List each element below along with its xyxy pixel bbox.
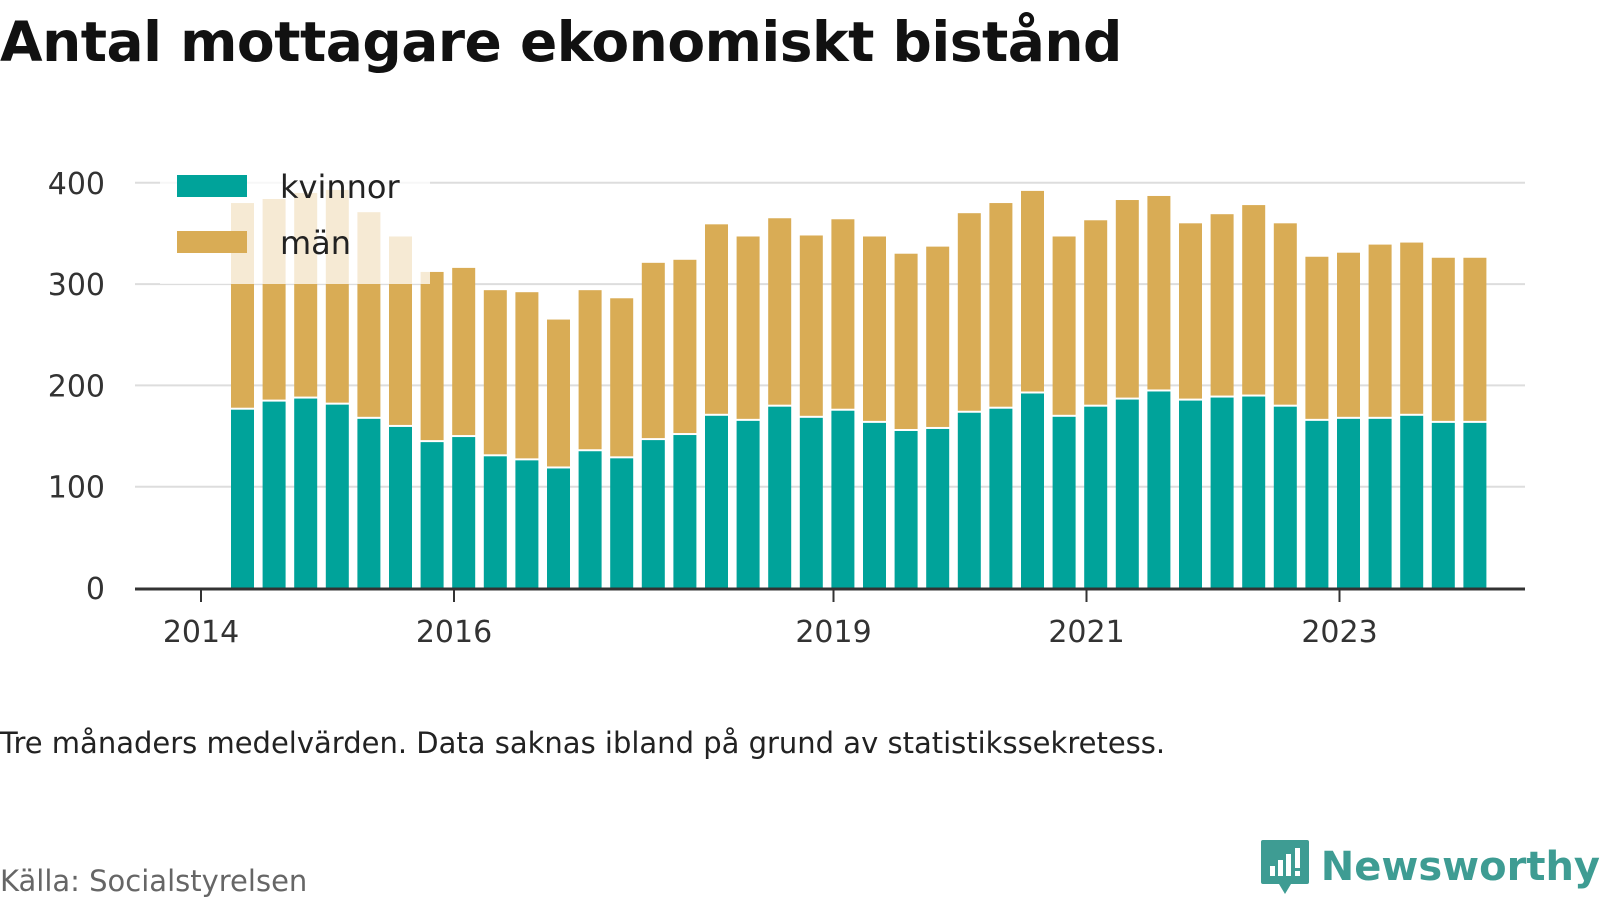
chart-note: Tre månaders medelvärden. Data saknas ib… <box>0 726 1166 760</box>
bar-chart: kvinnor män 0 100 200 300 400 2014 2016 2019 2021… <box>48 167 1525 650</box>
bar-man-2020-04 <box>957 213 981 411</box>
bar-man-2017-10 <box>641 262 665 439</box>
bar-kvinnor-2023-01 <box>1305 420 1329 588</box>
y-tick-label-200: 200 <box>48 369 105 404</box>
bar-kvinnor-2015-07 <box>357 418 381 588</box>
bar-man-2017-01 <box>547 319 570 467</box>
bar-kvinnor-2023-10 <box>1400 415 1424 588</box>
bar-kvinnor-2015-01 <box>294 398 318 588</box>
bar-man-2020-01 <box>926 246 950 427</box>
bar-kvinnor-2020-01 <box>926 428 950 588</box>
bar-kvinnor-2024-04 <box>1463 422 1487 588</box>
bar-man-2020-07 <box>989 203 1013 407</box>
bar-kvinnor-2023-07 <box>1368 418 1392 588</box>
bar-kvinnor-2016-04 <box>452 437 476 588</box>
bar-man-2022-04 <box>1210 214 1234 396</box>
legend-label-man: män <box>280 224 351 262</box>
bar-kvinnor-2019-10 <box>894 430 918 588</box>
bar-man-2018-07 <box>736 236 760 419</box>
bar-man-2021-04 <box>1084 220 1108 405</box>
bar-kvinnor-2024-01 <box>1431 422 1455 588</box>
legend-swatch-kvinnor <box>177 175 247 197</box>
bar-kvinnor-2016-07 <box>483 456 507 588</box>
bar-kvinnor-2017-10 <box>641 440 665 588</box>
bar-man-2017-07 <box>610 298 634 457</box>
legend-swatch-man <box>177 231 247 253</box>
bar-man-2023-07 <box>1368 244 1392 417</box>
bar-man-2022-01 <box>1179 223 1202 399</box>
bar-kvinnor-2018-10 <box>768 406 792 588</box>
bar-man-2019-10 <box>894 253 918 429</box>
bar-kvinnor-2021-07 <box>1115 399 1139 588</box>
x-tick-label-2023: 2023 <box>1301 615 1377 650</box>
bar-kvinnor-2018-07 <box>736 420 760 588</box>
bar-man-2018-10 <box>768 218 792 405</box>
bar-kvinnor-2017-04 <box>578 451 602 588</box>
bar-man-2019-07 <box>863 236 886 421</box>
bar-man-2023-10 <box>1400 242 1424 414</box>
bar-man-2021-01 <box>1052 236 1076 415</box>
bar-kvinnor-2020-04 <box>957 412 981 588</box>
y-tick-label-0: 0 <box>86 572 105 607</box>
bar-kvinnor-2019-01 <box>799 417 823 588</box>
newsworthy-logo-icon <box>1260 840 1309 894</box>
y-tick-label-100: 100 <box>48 471 105 506</box>
bar-man-2017-04 <box>578 290 602 450</box>
source-credit: Källa: Socialstyrelsen <box>0 864 308 898</box>
bar-kvinnor-2017-07 <box>610 458 634 588</box>
y-tick-label-400: 400 <box>48 167 105 202</box>
bar-kvinnor-2014-10 <box>262 401 286 588</box>
bar-man-2016-01 <box>420 271 444 441</box>
brand-name: Newsworthy <box>1320 844 1600 890</box>
bar-man-2020-10 <box>1021 190 1044 392</box>
bar-man-2016-10 <box>515 292 539 459</box>
bar-kvinnor-2022-10 <box>1273 406 1297 588</box>
bar-man-2021-10 <box>1147 195 1171 390</box>
bar-man-2023-01 <box>1305 256 1329 419</box>
legend-label-kvinnor: kvinnor <box>280 168 401 206</box>
bar-man-2022-07 <box>1242 205 1266 395</box>
bar-kvinnor-2023-04 <box>1337 418 1360 588</box>
bar-man-2018-01 <box>673 259 697 434</box>
bar-kvinnor-2022-04 <box>1210 397 1234 588</box>
bar-kvinnor-2017-01 <box>547 468 570 588</box>
bar-kvinnor-2021-01 <box>1052 416 1076 588</box>
x-tick-label-2014: 2014 <box>163 615 239 650</box>
bar-kvinnor-2019-07 <box>863 422 886 588</box>
bar-kvinnor-2019-04 <box>831 410 855 588</box>
bar-kvinnor-2022-01 <box>1179 400 1202 588</box>
bar-man-2016-04 <box>452 267 476 436</box>
bar-man-2019-01 <box>799 235 823 416</box>
bar-kvinnor-2016-01 <box>420 442 444 588</box>
bar-man-2021-07 <box>1115 200 1139 398</box>
bar-kvinnor-2014-07 <box>231 409 254 588</box>
bar-kvinnor-2021-10 <box>1147 391 1171 588</box>
bar-kvinnor-2021-04 <box>1084 406 1108 588</box>
bar-man-2023-04 <box>1337 252 1360 417</box>
x-tick-label-2021: 2021 <box>1048 615 1124 650</box>
y-tick-label-300: 300 <box>48 268 105 303</box>
bar-kvinnor-2020-10 <box>1021 393 1044 588</box>
bar-kvinnor-2020-07 <box>989 408 1013 588</box>
chart-title: Antal mottagare ekonomiskt bistånd <box>0 10 1122 74</box>
bar-kvinnor-2018-01 <box>673 435 697 588</box>
bar-kvinnor-2015-10 <box>389 426 412 588</box>
bar-man-2018-04 <box>705 224 728 414</box>
x-tick-label-2019: 2019 <box>795 615 871 650</box>
bar-man-2024-01 <box>1431 257 1455 421</box>
brand-logo: Newsworthy <box>1259 838 1600 896</box>
bar-kvinnor-2018-04 <box>705 415 728 588</box>
bar-kvinnor-2015-04 <box>325 404 349 588</box>
bar-kvinnor-2016-10 <box>515 460 539 588</box>
axes: 0 100 200 300 400 2014 2016 2019 2021 2023 <box>48 167 1525 650</box>
bar-man-2022-10 <box>1273 223 1297 405</box>
bar-kvinnor-2022-07 <box>1242 396 1266 588</box>
legend: kvinnor män <box>160 168 430 284</box>
bar-man-2024-04 <box>1463 257 1487 421</box>
bar-man-2016-07 <box>483 290 507 455</box>
bar-man-2019-04 <box>831 219 855 409</box>
x-tick-label-2016: 2016 <box>416 615 492 650</box>
